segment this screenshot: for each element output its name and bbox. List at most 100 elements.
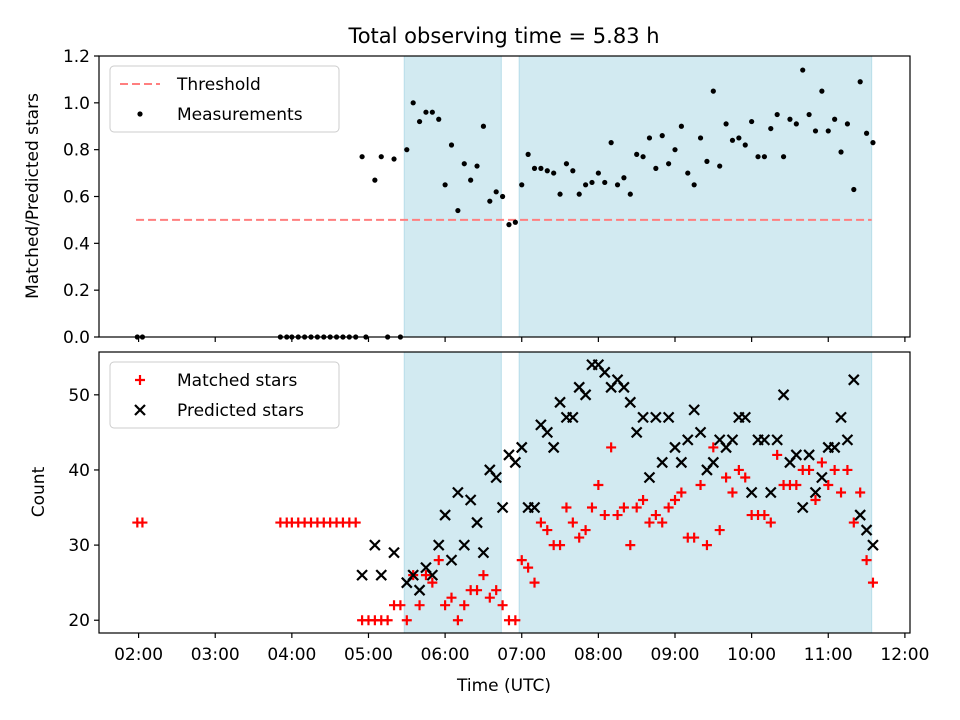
predicted-stars-point <box>439 509 451 521</box>
matched-stars-point <box>650 510 661 521</box>
predicted-stars-point <box>369 539 381 551</box>
matched-stars-point <box>829 464 840 475</box>
bottom-ylabel: Count <box>29 466 49 517</box>
predicted-stars-point <box>694 426 707 439</box>
matched-stars-point <box>759 510 770 521</box>
matched-stars-point <box>561 502 572 513</box>
measurement-point <box>359 154 365 160</box>
measurement-point <box>602 179 608 186</box>
predicted-stars-point <box>643 471 656 484</box>
matched-stars-point <box>791 479 802 490</box>
matched-stars-point <box>823 479 834 490</box>
measurement-point <box>659 133 665 139</box>
predicted-stars-point <box>656 456 669 469</box>
observing-interval-shade <box>403 351 502 634</box>
predicted-stars-point <box>637 411 649 424</box>
observing-interval-shade <box>518 55 873 338</box>
measurement-point <box>729 137 736 143</box>
matched-stars-point <box>510 615 521 626</box>
measurement-point <box>742 142 748 148</box>
predicted-stars-point <box>681 434 694 446</box>
matched-stars-point <box>427 577 438 588</box>
y-tick-label: 0.4 <box>63 234 90 254</box>
measurement-point <box>436 116 442 122</box>
legend-box <box>109 361 340 429</box>
y-tick-label: 0.8 <box>63 141 90 161</box>
measurement-point <box>634 151 640 157</box>
measurement-point <box>480 123 487 129</box>
x-tick-label: 08:00 <box>574 645 623 665</box>
matched-stars-point <box>714 525 725 536</box>
measurement-point <box>531 165 538 171</box>
measurement-point <box>442 182 448 188</box>
legend-label: Threshold <box>176 75 261 95</box>
x-tick-label: 03:00 <box>191 645 240 665</box>
matched-stars-point <box>765 517 776 528</box>
matched-stars-point <box>420 570 431 581</box>
matched-stars-point <box>414 600 425 611</box>
predicted-stars-point <box>809 486 822 499</box>
predicted-stars-point <box>445 554 458 566</box>
matched-stars-point <box>657 517 668 528</box>
predicted-stars-point <box>662 411 675 424</box>
matched-stars-point <box>867 577 878 588</box>
matched-stars-point <box>848 517 859 528</box>
matched-stars-point <box>137 517 148 528</box>
y-tick-label: 0.2 <box>63 281 90 301</box>
matched-stars-point <box>478 570 489 581</box>
predicted-stars-point <box>471 516 483 529</box>
predicted-stars-point <box>407 569 419 581</box>
measurement-point <box>870 140 876 146</box>
measurement-point <box>512 219 518 225</box>
x-tick-label: 09:00 <box>651 645 700 665</box>
legend-box <box>109 65 340 133</box>
predicted-stars-point <box>803 449 815 461</box>
predicted-stars-point <box>707 456 720 469</box>
matched-stars-point <box>382 615 393 626</box>
predicted-stars-point <box>765 486 777 499</box>
predicted-stars-point <box>477 546 490 559</box>
measurement-point <box>780 154 787 160</box>
y-tick-label: 1.2 <box>63 47 90 67</box>
matched-stars-point <box>816 457 827 468</box>
measurement-point <box>825 128 831 134</box>
measurement-point <box>685 170 691 176</box>
predicted-stars-point <box>388 546 400 559</box>
matched-stars-point <box>836 487 847 498</box>
predicted-stars-point <box>867 539 879 551</box>
predicted-stars-point <box>356 569 368 581</box>
matched-stars-point <box>638 495 649 506</box>
legend-label: Measurements <box>177 105 303 125</box>
predicted-stars-point <box>854 509 866 521</box>
measurement-point <box>717 163 723 169</box>
matched-stars-point <box>606 442 617 453</box>
measurement-point <box>774 111 780 118</box>
predicted-stars-point <box>739 411 752 424</box>
measurement-point <box>499 193 506 200</box>
predicted-stars-point <box>496 501 509 514</box>
measurement-point <box>410 100 416 106</box>
x-tick-label: 04:00 <box>267 645 316 665</box>
predicted-stars-point <box>598 366 611 379</box>
matched-stars-point <box>701 540 712 551</box>
matched-stars-point <box>599 510 610 521</box>
xlabel: Time (UTC) <box>456 676 551 696</box>
matched-stars-point <box>452 615 463 626</box>
measurement-point <box>525 151 531 157</box>
measurement-point <box>595 170 601 176</box>
measurement-point <box>653 165 659 171</box>
predicted-stars-point <box>528 501 541 514</box>
measurement-point <box>863 130 870 136</box>
matched-stars-point <box>676 487 687 498</box>
measurement-point <box>812 128 819 134</box>
measurement-point <box>570 168 576 174</box>
predicted-stars-point <box>509 456 522 469</box>
y-tick-label: 20 <box>68 611 90 631</box>
measurement-point <box>583 182 589 188</box>
measurement-point <box>423 109 429 115</box>
predicted-stars-point <box>490 471 502 484</box>
measurement-point <box>519 182 525 188</box>
matched-stars-point <box>395 600 406 611</box>
predicted-stars-point <box>579 389 592 401</box>
